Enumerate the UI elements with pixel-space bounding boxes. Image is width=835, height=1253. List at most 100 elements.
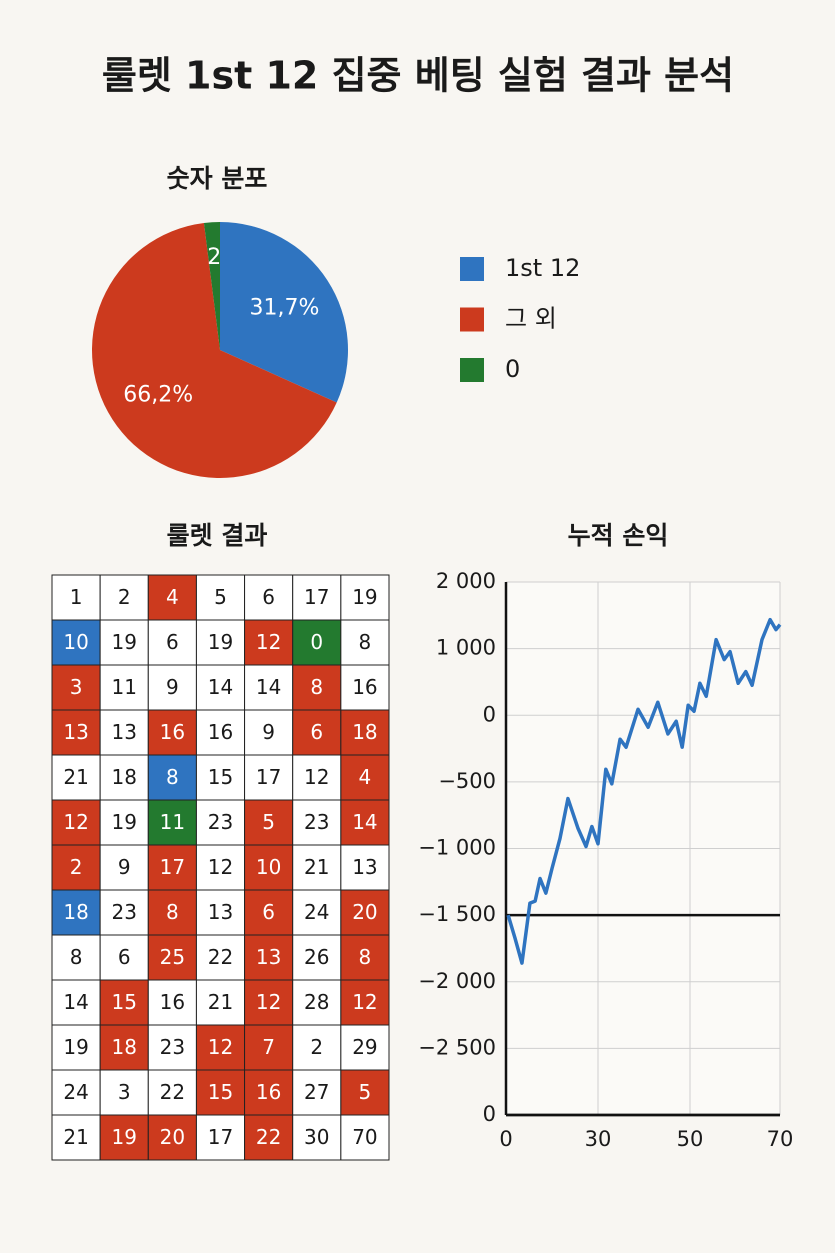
cell-number: 21 — [63, 765, 88, 789]
grid-cell — [51, 1024, 101, 1071]
cell-number: 8 — [166, 765, 179, 789]
cell-number: 18 — [111, 765, 136, 789]
grid-cell — [244, 844, 294, 891]
legend-label: 1st 12 — [505, 254, 580, 282]
grid-cell — [340, 664, 390, 711]
cell-number: 2 — [118, 585, 131, 609]
cell-number: 19 — [63, 1035, 88, 1059]
cell-number: 4 — [166, 585, 179, 609]
cell-number: 12 — [304, 765, 329, 789]
cell-number: 14 — [63, 990, 88, 1014]
cell-number: 15 — [208, 765, 233, 789]
grid-cell — [195, 709, 246, 756]
cell-number: 12 — [352, 990, 377, 1014]
grid-cell — [51, 1069, 101, 1116]
cell-number: 11 — [160, 810, 185, 834]
grid-cell — [292, 619, 342, 666]
cell-number: 22 — [256, 1125, 281, 1149]
cell-number: 2 — [70, 855, 83, 879]
grid-cell — [51, 754, 101, 801]
cell-number: 30 — [304, 1125, 329, 1149]
y-tick-label: −1 500 — [418, 902, 496, 926]
cell-number: 70 — [352, 1125, 377, 1149]
legend-swatch — [460, 358, 484, 382]
cell-number: 6 — [166, 630, 179, 654]
y-tick-label: 2 000 — [436, 569, 496, 593]
y-tick-label: −1 000 — [418, 836, 496, 860]
grid-cell — [147, 574, 197, 621]
grid-cell — [292, 1069, 342, 1116]
grid-cell — [340, 1114, 390, 1161]
cell-number: 12 — [256, 630, 281, 654]
grid-cell — [99, 709, 149, 756]
cell-number: 2 — [310, 1035, 323, 1059]
cell-number: 13 — [208, 900, 233, 924]
cell-number: 23 — [160, 1035, 185, 1059]
cell-number: 12 — [256, 990, 281, 1014]
pie-slice — [203, 222, 220, 350]
grid-cell — [340, 1024, 390, 1071]
grid-cell — [244, 1024, 294, 1071]
grid-cell — [244, 889, 294, 936]
cell-number: 8 — [359, 630, 372, 654]
cell-number: 5 — [214, 585, 227, 609]
grid-cell — [292, 1024, 342, 1071]
y-tick-label: −500 — [438, 769, 496, 793]
cell-number: 14 — [208, 675, 233, 699]
grid-cell — [195, 979, 246, 1026]
pie-title: 숫자 분포 — [167, 164, 268, 193]
cell-number: 25 — [160, 945, 185, 969]
cell-number: 20 — [160, 1125, 185, 1149]
grid-cell — [147, 754, 197, 801]
grid-cell — [340, 709, 390, 756]
cell-number: 20 — [352, 900, 377, 924]
cell-number: 6 — [262, 900, 275, 924]
cell-number: 5 — [359, 1080, 372, 1104]
grid-cell — [244, 799, 294, 846]
grid-cell — [340, 754, 390, 801]
grid-cell — [99, 1024, 149, 1071]
grid-cell — [244, 979, 294, 1026]
cell-number: 3 — [70, 675, 83, 699]
cell-number: 29 — [352, 1035, 377, 1059]
grid-cell — [195, 574, 246, 621]
grid-cell — [147, 619, 197, 666]
grid-cell — [147, 1114, 197, 1161]
cell-number: 9 — [166, 675, 179, 699]
cell-number: 24 — [304, 900, 329, 924]
cell-number: 13 — [256, 945, 281, 969]
y-tick-label: 0 — [483, 1102, 496, 1126]
cell-number: 18 — [111, 1035, 136, 1059]
cell-number: 24 — [63, 1080, 88, 1104]
grid-cell — [99, 1114, 149, 1161]
grid-cell — [292, 934, 342, 981]
pie-label: 31,7% — [250, 295, 320, 320]
cell-number: 16 — [208, 720, 233, 744]
line-series — [506, 617, 782, 965]
grid-cell — [99, 844, 149, 891]
cell-number: 19 — [111, 1125, 136, 1149]
cell-number: 23 — [111, 900, 136, 924]
cell-number: 28 — [304, 990, 329, 1014]
cell-number: 16 — [352, 675, 377, 699]
y-tick-label: 0 — [483, 702, 496, 726]
cell-number: 3 — [118, 1080, 131, 1104]
legend-swatch — [460, 257, 484, 281]
grid-cell — [292, 1114, 342, 1161]
grid-cell — [244, 1069, 294, 1116]
cell-number: 8 — [166, 900, 179, 924]
cell-number: 12 — [63, 810, 88, 834]
grid-cell — [147, 1024, 197, 1071]
cell-number: 18 — [352, 720, 377, 744]
grid-cell — [99, 889, 149, 936]
cell-number: 9 — [118, 855, 131, 879]
cell-number: 21 — [208, 990, 233, 1014]
grid-cell — [340, 889, 390, 936]
cell-number: 27 — [304, 1080, 329, 1104]
grid-cell — [292, 889, 342, 936]
pie-label: 2 — [207, 245, 221, 270]
legend-label: 0 — [505, 355, 520, 383]
cell-number: 6 — [310, 720, 323, 744]
page-title: 룰렛 1st 12 집중 베팅 실험 결과 분석 — [102, 54, 734, 98]
x-tick-label: 50 — [677, 1127, 704, 1151]
